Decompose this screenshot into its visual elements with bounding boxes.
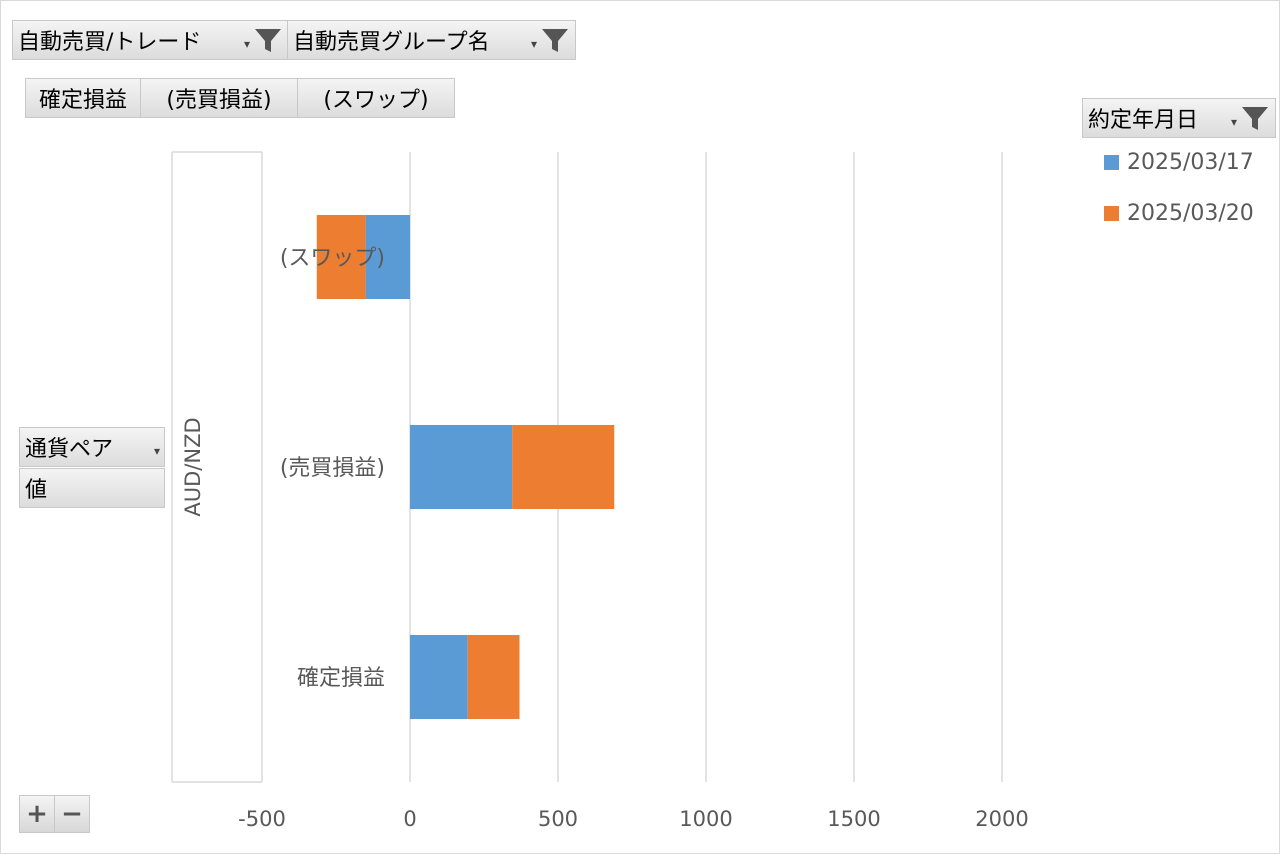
x-tick-label: -500	[238, 807, 286, 831]
bar[interactable]	[512, 425, 615, 509]
minus-icon: −	[61, 799, 83, 829]
filter-auto-trade-button[interactable]: 自動売買/トレード ▾	[12, 20, 289, 60]
category-label: (スワップ)	[280, 246, 385, 271]
x-tick-label: 1000	[679, 807, 732, 831]
dropdown-arrow-icon: ▾	[153, 444, 160, 458]
value-button-kakutei[interactable]: 確定損益	[25, 78, 141, 118]
bar[interactable]	[365, 215, 410, 299]
legend-swatch	[1104, 155, 1119, 170]
bar[interactable]	[410, 425, 513, 509]
category-label: (売買損益)	[280, 456, 385, 481]
legend-item-series2: 2025/03/20	[1104, 201, 1254, 226]
legend-label: 2025/03/17	[1127, 150, 1254, 175]
group-label: AUD/NZD	[181, 417, 205, 516]
plus-icon: +	[26, 799, 48, 829]
x-tick-labels: -500 0 500 1000 1500 2000	[238, 807, 1029, 831]
bars	[316, 215, 615, 719]
value-button-label: (スワップ)	[323, 88, 429, 113]
dropdown-arrow-icon: ▾	[243, 37, 250, 51]
row-field-value-button[interactable]: 値	[19, 468, 165, 508]
filter-group-name-label: 自動売買グループ名	[293, 30, 490, 55]
filter-auto-trade-label: 自動売買/トレード	[18, 30, 202, 55]
dropdown-arrow-icon: ▾	[1230, 115, 1237, 129]
dropdown-arrow-icon: ▾	[530, 37, 537, 51]
category-labels: (スワップ) (売買損益) 確定損益	[280, 246, 385, 691]
x-tick-label: 0	[403, 807, 416, 831]
row-field-pair-label: 通貨ペア	[25, 437, 114, 462]
row-field-value-label: 値	[25, 478, 48, 503]
filter-group-name-button[interactable]: 自動売買グループ名 ▾	[287, 20, 576, 60]
funnel-icon	[542, 29, 568, 52]
value-button-swap[interactable]: (スワップ)	[297, 78, 455, 118]
legend-item-series1: 2025/03/17	[1104, 150, 1254, 175]
x-tick-label: 500	[538, 807, 578, 831]
bar[interactable]	[316, 215, 366, 299]
value-button-label: 確定損益	[38, 88, 127, 113]
legend-label: 2025/03/20	[1127, 201, 1254, 226]
funnel-icon	[255, 29, 281, 52]
bar[interactable]	[410, 635, 468, 719]
category-label: 確定損益	[297, 666, 385, 691]
value-button-baibai[interactable]: (売買損益)	[140, 78, 298, 118]
x-tick-label: 2000	[975, 807, 1028, 831]
filter-date-label: 約定年月日	[1088, 108, 1199, 133]
collapse-button[interactable]: −	[54, 795, 90, 833]
value-button-label: (売買損益)	[166, 88, 272, 113]
funnel-icon	[1242, 107, 1268, 130]
row-field-pair-button[interactable]: 通貨ペア ▾	[19, 427, 165, 467]
legend-swatch	[1104, 206, 1119, 221]
bar[interactable]	[467, 635, 520, 719]
expand-button[interactable]: +	[19, 795, 55, 833]
filter-date-button[interactable]: 約定年月日 ▾	[1082, 98, 1276, 138]
x-tick-label: 1500	[827, 807, 880, 831]
